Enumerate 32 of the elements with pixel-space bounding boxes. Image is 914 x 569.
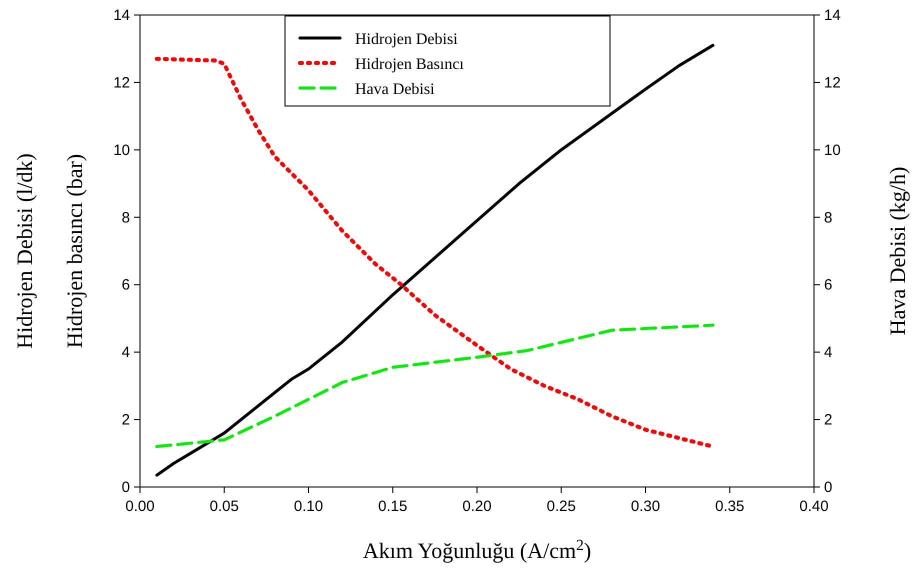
y-tick-label: 0: [122, 479, 130, 496]
y2-tick-label: 2: [824, 412, 832, 429]
y-tick-label: 12: [113, 74, 130, 92]
y-tick-label: 14: [113, 7, 130, 24]
y-axis-title: Hidrojen Debisi (l/dk) Hidrojen basıncı (bar): [12, 153, 87, 349]
y2-axis-title: Hava Debisi (kg/h): [885, 166, 910, 336]
legend-label: Hidrojen Debisi: [355, 31, 458, 48]
legend-label: Hava Debisi: [355, 81, 436, 98]
y2-tick-label: 6: [824, 276, 832, 294]
x-tick-label: 0.20: [462, 498, 492, 515]
legend-label: Hidrojen Basıncı: [355, 56, 464, 73]
y2-tick-label: 14: [824, 7, 841, 24]
y2-tick-label: 8: [824, 209, 832, 226]
x-tick-label: 0.30: [630, 498, 660, 515]
x-axis-title: Akım Yoğunluğu (A/cm$^{2}$): [362, 536, 592, 563]
x-tick-label: 0.40: [799, 498, 829, 515]
y-tick-label: 6: [122, 276, 130, 294]
x-tick-label: 0.10: [294, 498, 324, 515]
x-tick-label: 0.35: [715, 498, 744, 515]
y2-tick-label: 0: [824, 479, 832, 496]
line-series: [155, 324, 714, 448]
x-tick-label: 0.25: [546, 498, 576, 515]
x-tick-label: 0.15: [378, 498, 408, 515]
x-tick-label: 0.00: [125, 498, 155, 515]
y2-tick-label: 10: [824, 142, 841, 159]
y-tick-label: 10: [113, 142, 130, 159]
y-tick-label: 2: [122, 412, 130, 429]
y2-tick-label: 12: [824, 74, 841, 92]
y-tick-label: 4: [122, 344, 130, 362]
y2-tick-label: 4: [824, 344, 832, 362]
y-tick-label: 8: [122, 209, 130, 226]
x-tick-label: 0.05: [210, 498, 239, 515]
